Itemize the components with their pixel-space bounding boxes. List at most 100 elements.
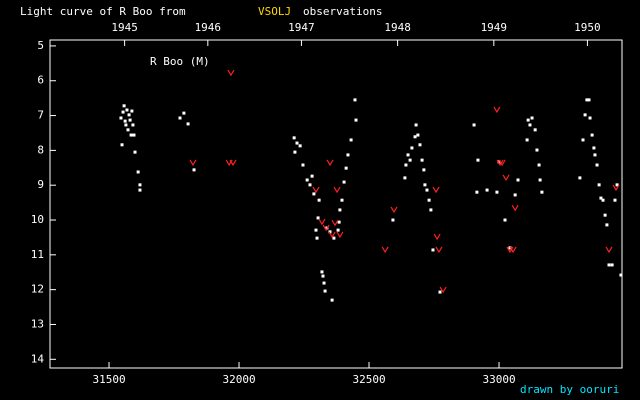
observation [323,289,327,293]
y-tick-label: 6 [37,74,44,87]
upper-limit [509,246,517,254]
upper-limit [336,231,344,239]
observation [535,148,539,152]
observation [619,273,623,277]
observation [136,170,140,174]
observation [338,208,342,212]
upper-limit [511,204,519,212]
observation [354,118,358,122]
observation [330,298,334,302]
x-tick-label: 31500 [92,373,125,386]
observation [312,192,316,196]
observation [537,163,541,167]
observation [485,188,489,192]
observation [316,216,320,220]
observation [420,158,424,162]
y-tick-label: 13 [31,317,44,330]
observation [344,166,348,170]
observation [513,193,517,197]
observation [336,228,340,232]
observation [588,116,592,120]
upper-limit [390,206,398,214]
observation [346,153,350,157]
y-tick-label: 11 [31,248,44,261]
observation [293,150,297,154]
upper-limit [435,246,443,254]
observation [128,118,132,122]
observation [414,123,418,127]
chart-title: Light curve of R Boo from [20,5,186,18]
observation [497,160,501,164]
observation [528,123,532,127]
observation [125,108,129,112]
observation [301,163,305,167]
upper-limit [381,246,389,254]
observation [292,136,296,140]
observation [593,153,597,157]
observation [578,176,582,180]
observation [583,113,587,117]
observation [305,178,309,182]
observation [120,143,124,147]
x-tick-label: 32000 [222,373,255,386]
observation [423,183,427,187]
plot-frame [49,39,623,369]
observation [581,138,585,142]
observation [418,143,422,147]
x2-tick-label: 1950 [574,21,601,34]
upper-limit [326,159,334,167]
observation [322,281,326,285]
observation [605,223,609,227]
observation [427,198,431,202]
upper-limit [229,159,237,167]
upper-limit [333,186,341,194]
observation [314,228,318,232]
observation [124,123,128,127]
upper-limit [612,184,620,192]
observation [131,123,135,127]
observation [129,133,133,137]
observation [601,198,605,202]
observation [540,190,544,194]
annotation: R Boo (M) [150,55,210,68]
upper-limit [322,224,330,232]
observation [403,176,407,180]
observation [476,158,480,162]
observation [599,196,603,200]
observation [121,110,125,114]
y-tick-label: 12 [31,283,44,296]
observation [613,198,617,202]
observation [340,198,344,202]
observation [138,183,142,187]
observation [353,98,357,102]
upper-limit [432,186,440,194]
upper-limit [502,174,510,182]
observation [610,263,614,267]
x-tick-label: 33000 [482,373,515,386]
observation [472,123,476,127]
observation [587,98,591,102]
upper-limit [189,159,197,167]
x2-tick-label: 1945 [111,21,138,34]
x2-tick-label: 1947 [288,21,315,34]
y-tick-label: 8 [37,143,44,156]
observation [597,183,601,187]
observation [317,198,321,202]
upper-limit [312,186,320,194]
observation [607,263,611,267]
y-tick-label: 10 [31,213,44,226]
y-tick-label: 9 [37,178,44,191]
observation [295,141,299,145]
observation [186,122,190,126]
observation [342,180,346,184]
observation [410,146,414,150]
observation [132,133,136,137]
observation [538,178,542,182]
observation [320,270,324,274]
observation [138,188,142,192]
observation [298,144,302,148]
observation [315,236,319,240]
observation [516,178,520,182]
upper-limit [439,286,447,294]
observation [332,236,336,240]
